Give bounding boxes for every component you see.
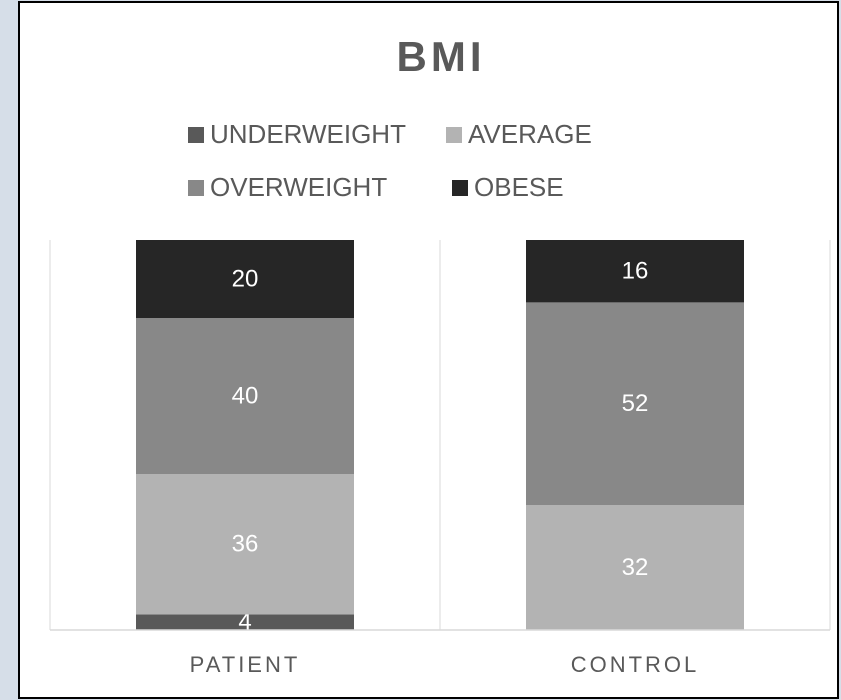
chart-title: BMI	[397, 33, 486, 80]
x-tick-label: CONTROL	[571, 652, 700, 677]
bar-segment	[526, 240, 744, 303]
bar-segment	[136, 318, 354, 474]
bar-segment	[136, 614, 354, 630]
bar-segment	[136, 240, 354, 318]
legend-label: AVERAGE	[468, 119, 592, 149]
legend-swatch	[452, 180, 468, 196]
legend-label: UNDERWEIGHT	[210, 119, 406, 149]
data-label: 36	[232, 531, 259, 558]
bar-segment	[136, 474, 354, 615]
bar-segment	[526, 505, 744, 630]
legend-label: OBESE	[474, 172, 564, 202]
legend-swatch	[188, 127, 204, 143]
data-label: 20	[232, 265, 259, 292]
data-label: 52	[622, 390, 649, 417]
data-label: 40	[232, 382, 259, 409]
data-label: 4	[238, 609, 251, 636]
data-label: 16	[622, 258, 649, 285]
legend-swatch	[446, 127, 462, 143]
legend-swatch	[188, 180, 204, 196]
x-tick-label: PATIENT	[190, 652, 301, 677]
data-label: 32	[622, 554, 649, 581]
bar-segment	[526, 302, 744, 506]
legend-label: OVERWEIGHT	[210, 172, 387, 202]
